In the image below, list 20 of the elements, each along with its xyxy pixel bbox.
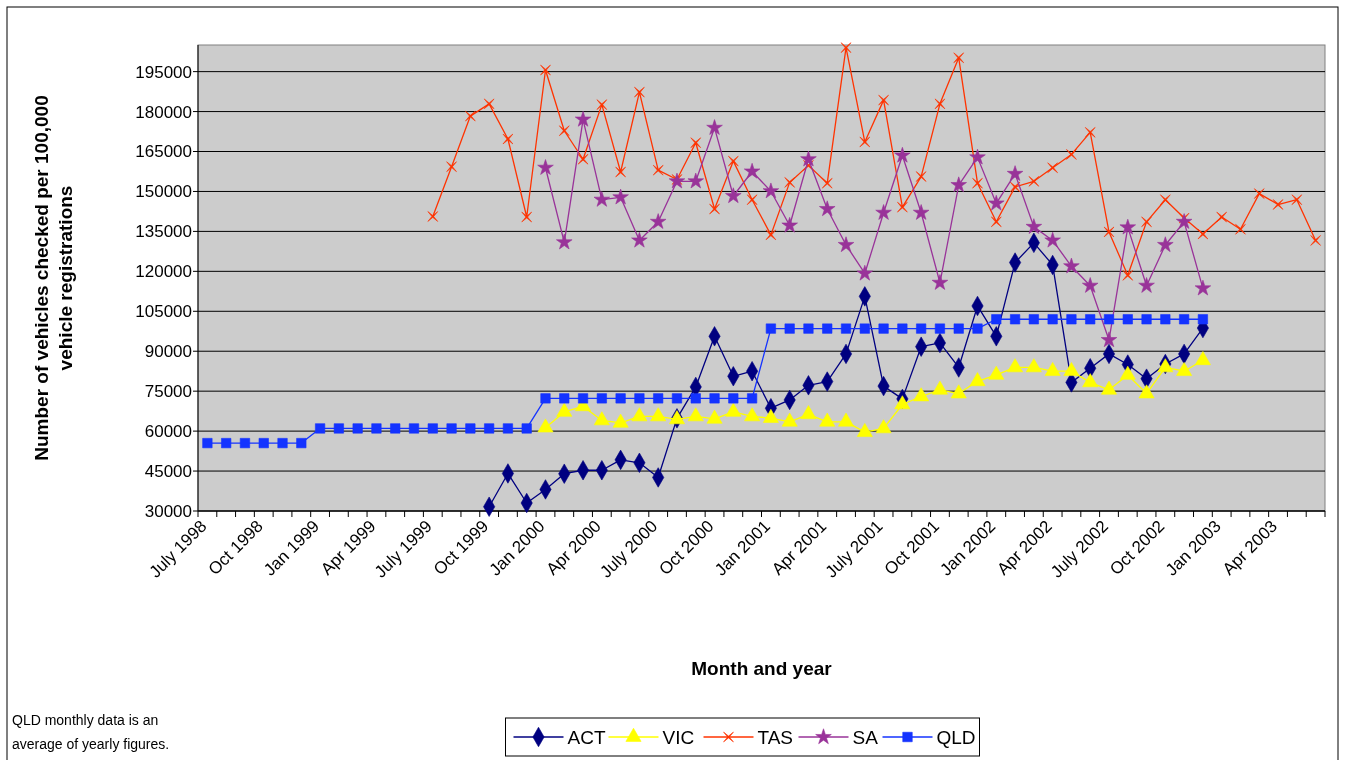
legend-label: ACT: [567, 726, 606, 748]
y-tick-label: 75000: [144, 382, 192, 402]
y-tick-label: 30000: [144, 501, 192, 521]
y-axis-title: Number of vehicles checked per 100,000 vehicle registrations: [31, 95, 76, 461]
y-tick-label: 105000: [135, 302, 192, 322]
legend-label: VIC: [662, 726, 695, 748]
text: QLD monthly data is an average of yearly figures.: [12, 712, 170, 752]
y-tick-label: 135000: [135, 222, 192, 242]
y-tick-label: 60000: [144, 422, 192, 442]
y-tick-label: 120000: [135, 262, 192, 282]
y-tick-label: 45000: [144, 462, 192, 482]
y-tick-label: 195000: [135, 62, 192, 82]
x-axis-title: Month and year: [691, 658, 833, 679]
legend-label: SA: [852, 726, 879, 748]
y-tick-label: 150000: [135, 182, 192, 202]
legend-label: TAS: [757, 726, 794, 748]
y-tick-label: 165000: [135, 142, 192, 162]
y-tick-label: 180000: [135, 102, 192, 122]
y-tick-label: 90000: [144, 342, 192, 362]
legend-label: QLD: [936, 726, 976, 748]
